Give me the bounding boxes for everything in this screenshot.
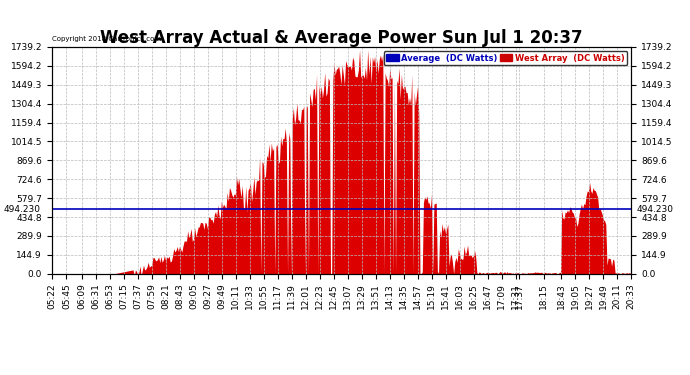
Text: Copyright 2018 Cartronics.com: Copyright 2018 Cartronics.com	[52, 36, 161, 42]
Title: West Array Actual & Average Power Sun Jul 1 20:37: West Array Actual & Average Power Sun Ju…	[100, 29, 583, 47]
Text: 494.230: 494.230	[3, 205, 40, 214]
Legend: Average  (DC Watts), West Array  (DC Watts): Average (DC Watts), West Array (DC Watts…	[384, 51, 627, 65]
Text: 494.230: 494.230	[637, 205, 674, 214]
